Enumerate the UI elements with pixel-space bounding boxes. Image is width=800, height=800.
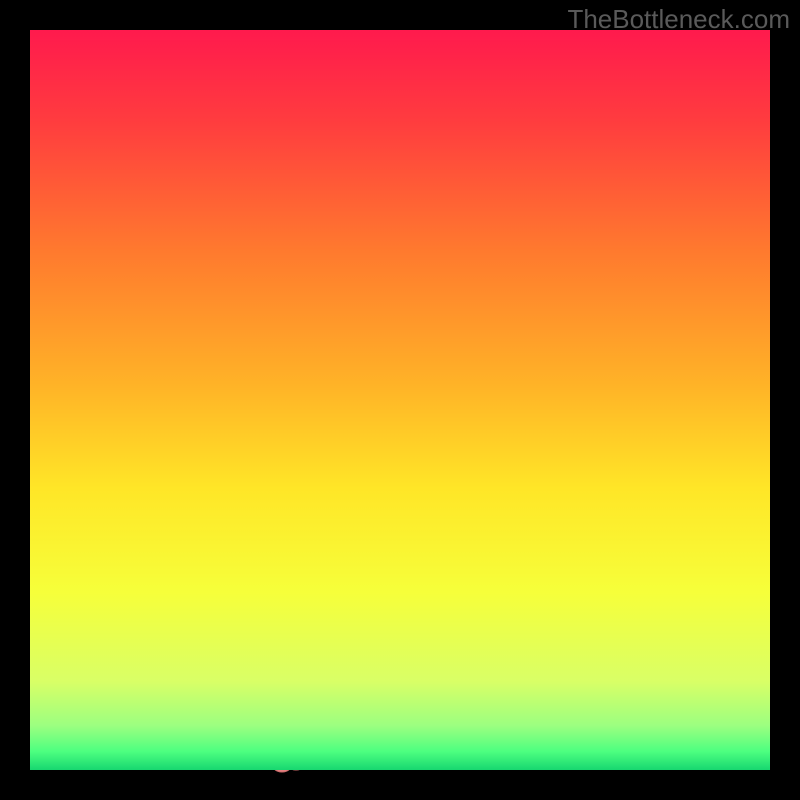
watermark-text: TheBottleneck.com	[567, 4, 790, 35]
gradient-plot-area	[30, 30, 770, 770]
chart-container: TheBottleneck.com	[0, 0, 800, 800]
